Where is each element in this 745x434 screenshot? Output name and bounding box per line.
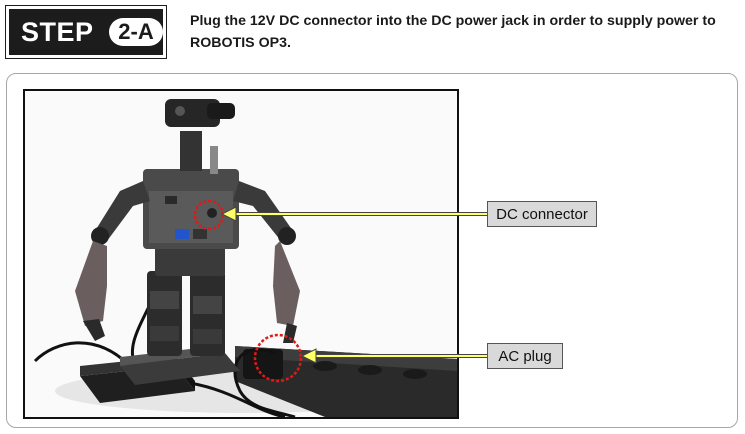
ac-plug-highlight	[253, 333, 303, 383]
robot-head	[165, 99, 235, 174]
callout-dc-connector: DC connector	[487, 201, 597, 227]
power-strip	[235, 346, 457, 417]
robot-photo	[23, 89, 459, 419]
robot-illustration	[33, 99, 457, 417]
step-label: STEP	[21, 16, 94, 47]
robot-legs	[147, 271, 225, 356]
robot-right-arm	[233, 181, 300, 343]
step-badge: STEP 2-A	[5, 5, 167, 59]
robot-left-arm	[75, 181, 150, 341]
callout-ac-plug: AC plug	[487, 343, 563, 369]
step-number: 2-A	[109, 18, 163, 46]
instruction-text: Plug the 12V DC connector into the DC po…	[190, 13, 716, 51]
